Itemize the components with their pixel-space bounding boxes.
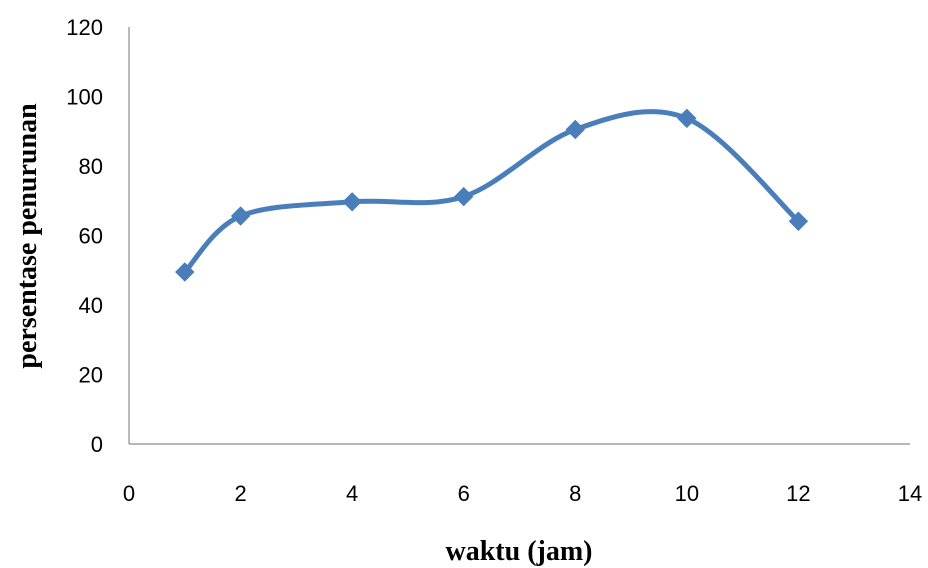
y-tick-label: 60	[79, 224, 103, 249]
y-tick-label: 0	[91, 432, 103, 457]
x-tick-label: 2	[234, 481, 246, 506]
data-point-marker	[788, 211, 809, 231]
data-point-marker	[677, 108, 697, 129]
x-axis-title: waktu (jam)	[446, 536, 593, 567]
x-tick-label: 0	[123, 481, 135, 506]
data-point-marker	[454, 186, 474, 207]
data-point-marker	[175, 262, 195, 282]
x-tick-label: 6	[458, 481, 470, 506]
x-tick-label: 12	[786, 481, 810, 506]
y-tick-label: 120	[66, 15, 103, 40]
x-tick-label: 8	[569, 481, 581, 506]
data-point-marker	[565, 119, 585, 140]
y-tick-label: 100	[66, 85, 103, 110]
x-tick-label: 14	[898, 481, 922, 506]
x-tick-label: 10	[675, 481, 699, 506]
data-point-marker	[230, 206, 251, 226]
y-tick-label: 20	[79, 363, 103, 388]
data-point-marker	[342, 192, 362, 212]
y-tick-label: 40	[79, 293, 103, 318]
x-tick-label: 4	[346, 481, 358, 506]
x-tick-labels: 0 2 4 6 8 10 12 14	[123, 481, 922, 506]
series-layer	[175, 108, 809, 282]
y-tick-label: 80	[79, 154, 103, 179]
y-axis-title: persentase penurunan	[12, 103, 43, 369]
series-line	[182, 109, 801, 275]
y-tick-labels: 0 20 40 60 80 100 120	[66, 15, 103, 457]
